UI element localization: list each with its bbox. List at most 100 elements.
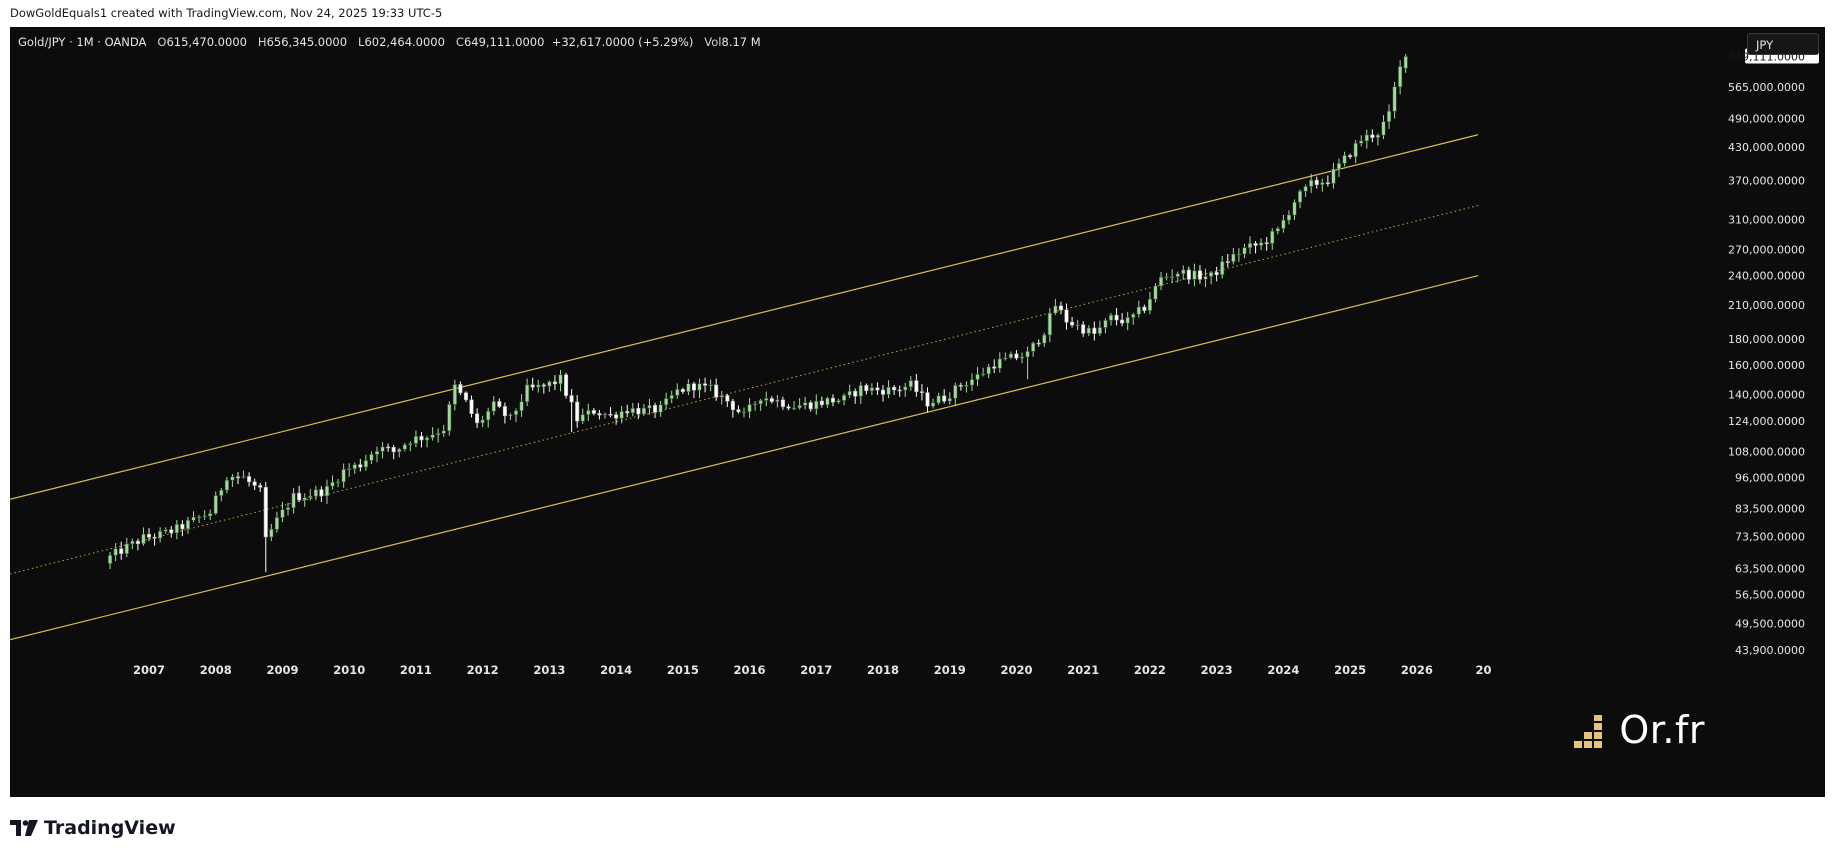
candle [703,377,708,393]
candle-body [825,397,830,406]
candle-body [1231,253,1236,263]
candle-body [764,398,769,401]
candle-body [686,383,691,392]
price-tick-label: 210,000.0000 [1728,299,1805,312]
candle-body [1064,309,1069,323]
candle [1292,199,1297,220]
candle [502,402,507,424]
candle [1108,313,1114,326]
candle [1348,153,1353,160]
price-tick-label: 370,000.0000 [1728,174,1805,187]
candle-body [180,524,185,530]
watermark: Or.fr [1573,711,1705,749]
candle-body [263,487,268,538]
candle [530,377,535,391]
candle [1220,255,1225,279]
candle [402,442,407,452]
candle-body [541,384,546,387]
candle-body [1336,163,1342,170]
candle-body [814,400,819,410]
candle [486,407,491,428]
candle-body [1325,182,1330,185]
candle [1387,104,1392,129]
candle [986,363,991,379]
time-tick-label: 2021 [1067,663,1099,677]
candle-body [1003,357,1008,360]
candle [591,408,596,416]
candle-body [986,366,991,375]
time-tick-label: 2024 [1267,663,1299,677]
candle-body [903,386,908,391]
candle [942,389,947,404]
candle [947,392,952,405]
candle [680,387,685,395]
change-value: +32,617.0000 (+5.29%) [551,35,694,49]
candle-body [1209,272,1214,277]
candle-body [1403,56,1408,69]
candle-body [447,404,452,432]
candles [108,54,1408,573]
candle [1286,210,1291,225]
candle-body [1020,356,1025,359]
candle-body [703,383,708,386]
candle-body [1164,276,1169,279]
candle-body [992,366,997,369]
chart-panel[interactable]: 565,000.0000 490,000.0000 430,000.0000 370,… [10,27,1825,797]
tradingview-brand[interactable]: TradingView [10,817,176,839]
currency-button[interactable]: JPY [1747,33,1819,55]
symbol-label[interactable]: Gold/JPY · 1M · OANDA [18,35,147,49]
candle [202,510,207,520]
candle [608,407,613,418]
candle [636,403,641,420]
candle-body [564,374,569,396]
candle-body [880,389,886,395]
candle [936,392,941,405]
candle-body [953,385,958,399]
candle-body [647,405,652,409]
candle-body [714,384,719,398]
candle-body [347,468,352,471]
price-tick-label: 63,500.0000 [1735,563,1805,576]
candle-body [619,411,624,419]
candle-body [697,383,702,391]
low-value: 602,464.0000 [364,35,445,49]
candle-body [469,399,474,414]
candle-body [853,390,858,397]
candle-body [1342,155,1347,164]
candle [497,398,502,409]
candle [764,391,769,407]
candle [1342,151,1347,167]
candle-body [569,395,574,403]
candle-body [1387,110,1392,122]
candle [819,396,824,408]
candle [352,462,357,474]
candle [1020,352,1025,364]
candle [1403,54,1408,73]
candle [753,401,758,411]
candle [369,451,374,465]
candle-body [975,374,980,380]
candle-body [658,404,663,413]
candle [858,381,863,405]
candle-body [947,398,952,402]
candle-body [430,434,435,439]
candle [1159,271,1164,291]
candle-body [341,469,346,483]
candle-body [230,476,235,481]
candle [803,396,808,410]
candle-body [158,530,163,539]
candle [1014,350,1019,361]
candle [330,475,335,490]
candle-body [369,454,374,461]
candle [241,470,246,479]
candle-body [725,395,730,402]
candle-body [1092,327,1097,334]
candle [903,382,908,397]
candle [686,379,691,396]
candle [1181,265,1186,280]
candle [1064,303,1069,330]
price-chart[interactable]: 565,000.0000 490,000.0000 430,000.0000 370,… [10,27,1825,797]
time-tick-label: 2007 [133,663,165,677]
ohlc-legend: Gold/JPY · 1M · OANDA O615,470.0000 H656… [18,35,761,49]
candle-body [185,519,190,530]
